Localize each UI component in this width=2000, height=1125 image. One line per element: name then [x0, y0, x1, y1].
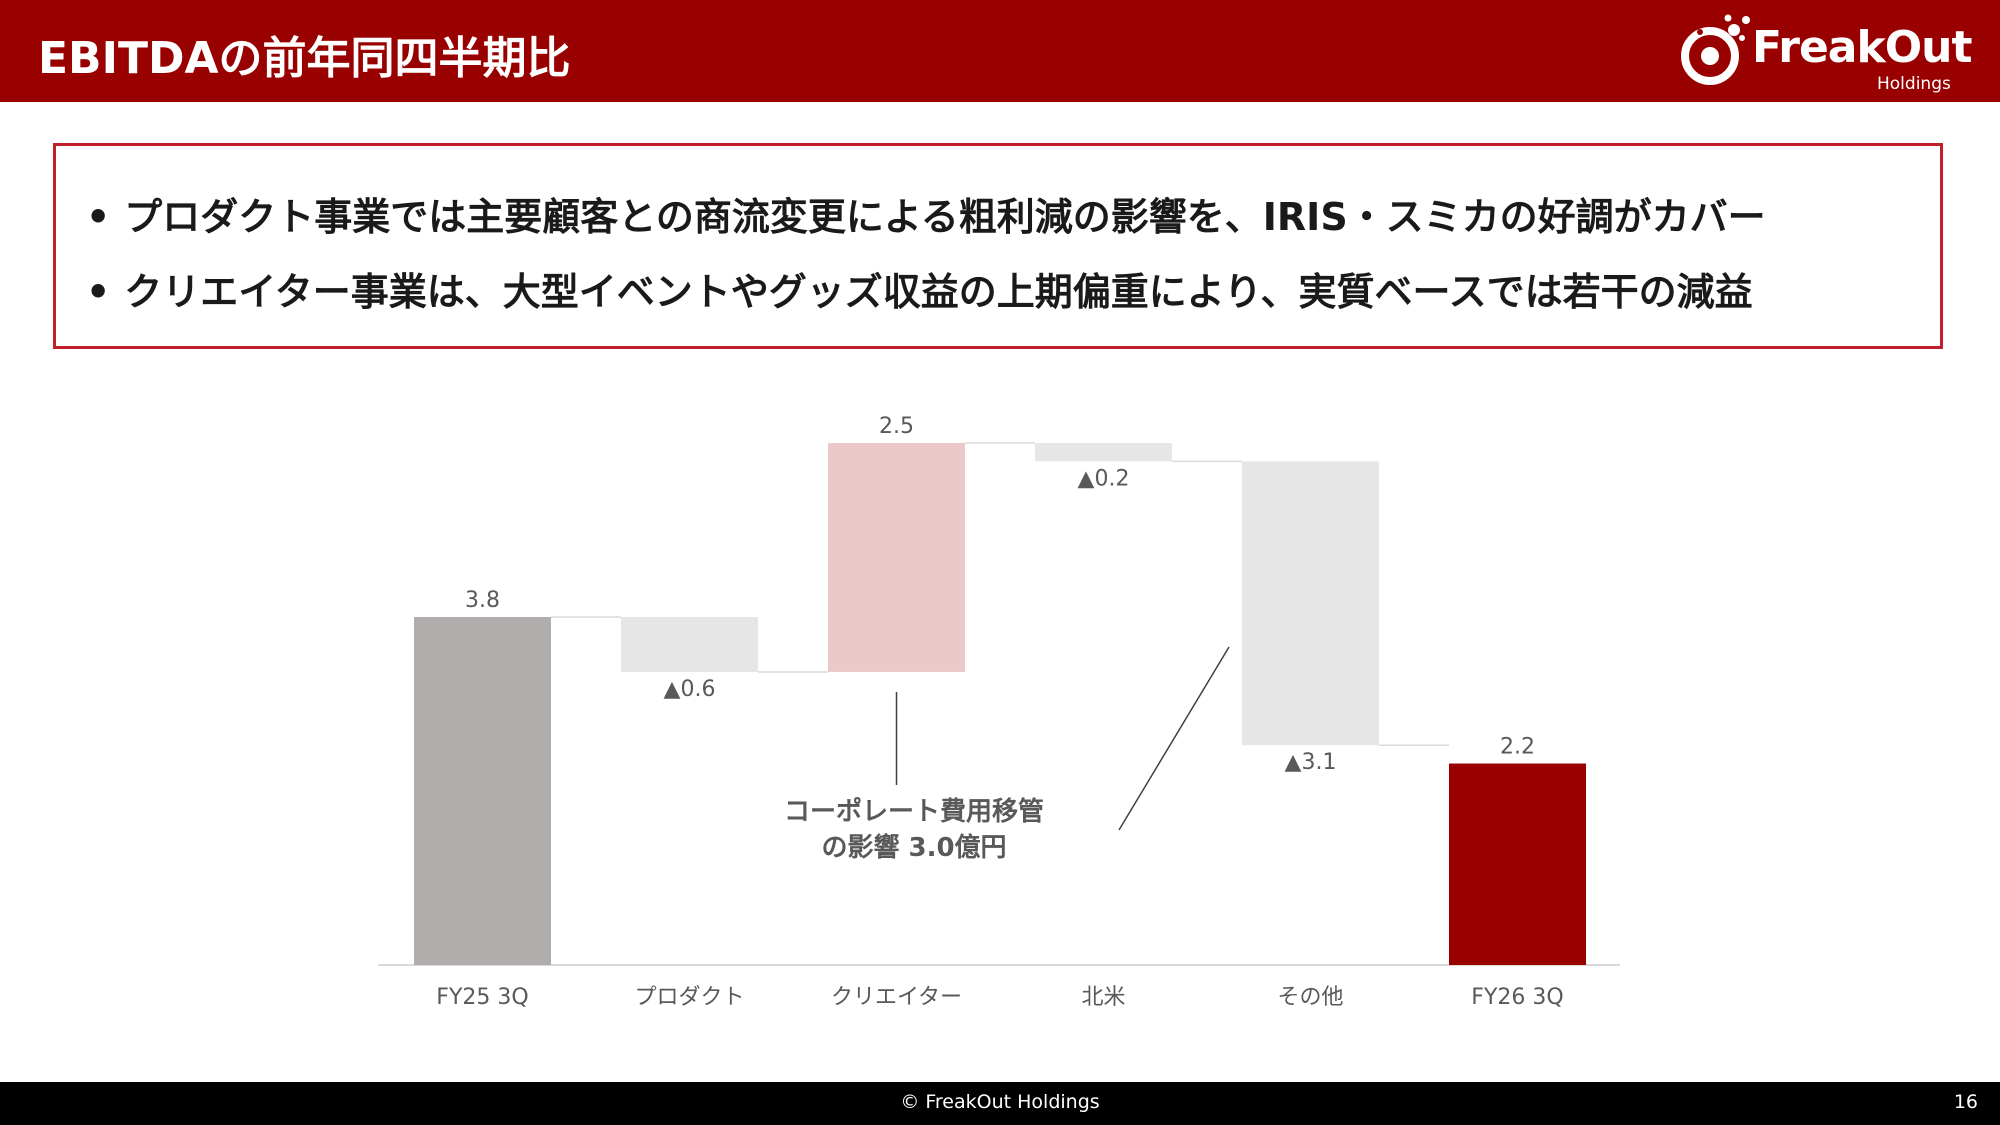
annotation-text: の影響 3.0億円: [821, 832, 1006, 863]
category-label: FY26 3Q: [1471, 985, 1563, 1010]
category-label: FY25 3Q: [436, 985, 528, 1010]
summary-box: • プロダクト事業では主要顧客との商流変更による粗利減の影響を、IRIS・スミカの…: [53, 143, 1943, 349]
bullet-dot: •: [86, 270, 111, 314]
waterfall-bar: [1449, 763, 1586, 965]
category-label: プロダクト: [634, 985, 744, 1010]
footer-bar: © FreakOut Holdings 16: [0, 1082, 2000, 1125]
data-label: ▲3.1: [1285, 750, 1337, 775]
bullet-text: プロダクト事業では主要顧客との商流変更による粗利減の影響を、IRIS・スミカの好…: [124, 195, 1766, 239]
bullet-text: クリエイター事業は、大型イベントやグッズ収益の上期偏重により、実質ベースでは若干…: [124, 270, 1753, 314]
category-label: クリエイター: [831, 985, 962, 1010]
data-label: ▲0.6: [664, 677, 716, 702]
copyright-text: © FreakOut Holdings: [900, 1091, 1100, 1113]
category-label: その他: [1277, 985, 1343, 1010]
annotation-text: コーポレート費用移管: [784, 796, 1044, 827]
summary-bullet: • クリエイター事業は、大型イベントやグッズ収益の上期偏重により、実質ベースでは若…: [86, 261, 1753, 316]
data-label: 3.8: [465, 588, 500, 613]
slide-title: EBITDAの前年同四半期比: [38, 33, 571, 84]
waterfall-bar: [828, 443, 965, 672]
waterfall-bar: [621, 617, 758, 672]
waterfall-bar: [414, 617, 551, 965]
header-bar: EBITDAの前年同四半期比 FreakOut Holdings: [0, 0, 2000, 102]
waterfall-bar: [1242, 461, 1379, 746]
page-number: 16: [1953, 1091, 1978, 1113]
logo-wordmark: FreakOut: [1752, 22, 1972, 73]
waterfall-bar: [1035, 443, 1172, 462]
bullet-dot: •: [86, 195, 111, 239]
freakout-logo: FreakOut Holdings: [1672, 8, 1972, 98]
category-label: 北米: [1081, 985, 1125, 1010]
logo-subtext: Holdings: [1877, 74, 1951, 94]
data-label: ▲0.2: [1078, 466, 1130, 491]
data-label: 2.5: [879, 414, 914, 439]
summary-bullet: • プロダクト事業では主要顧客との商流変更による粗利減の影響を、IRIS・スミカの…: [86, 186, 1766, 241]
logo-mark-icon: [1681, 14, 1750, 85]
annotation-leader-line: [1118, 646, 1230, 831]
data-label: 2.2: [1500, 735, 1535, 760]
